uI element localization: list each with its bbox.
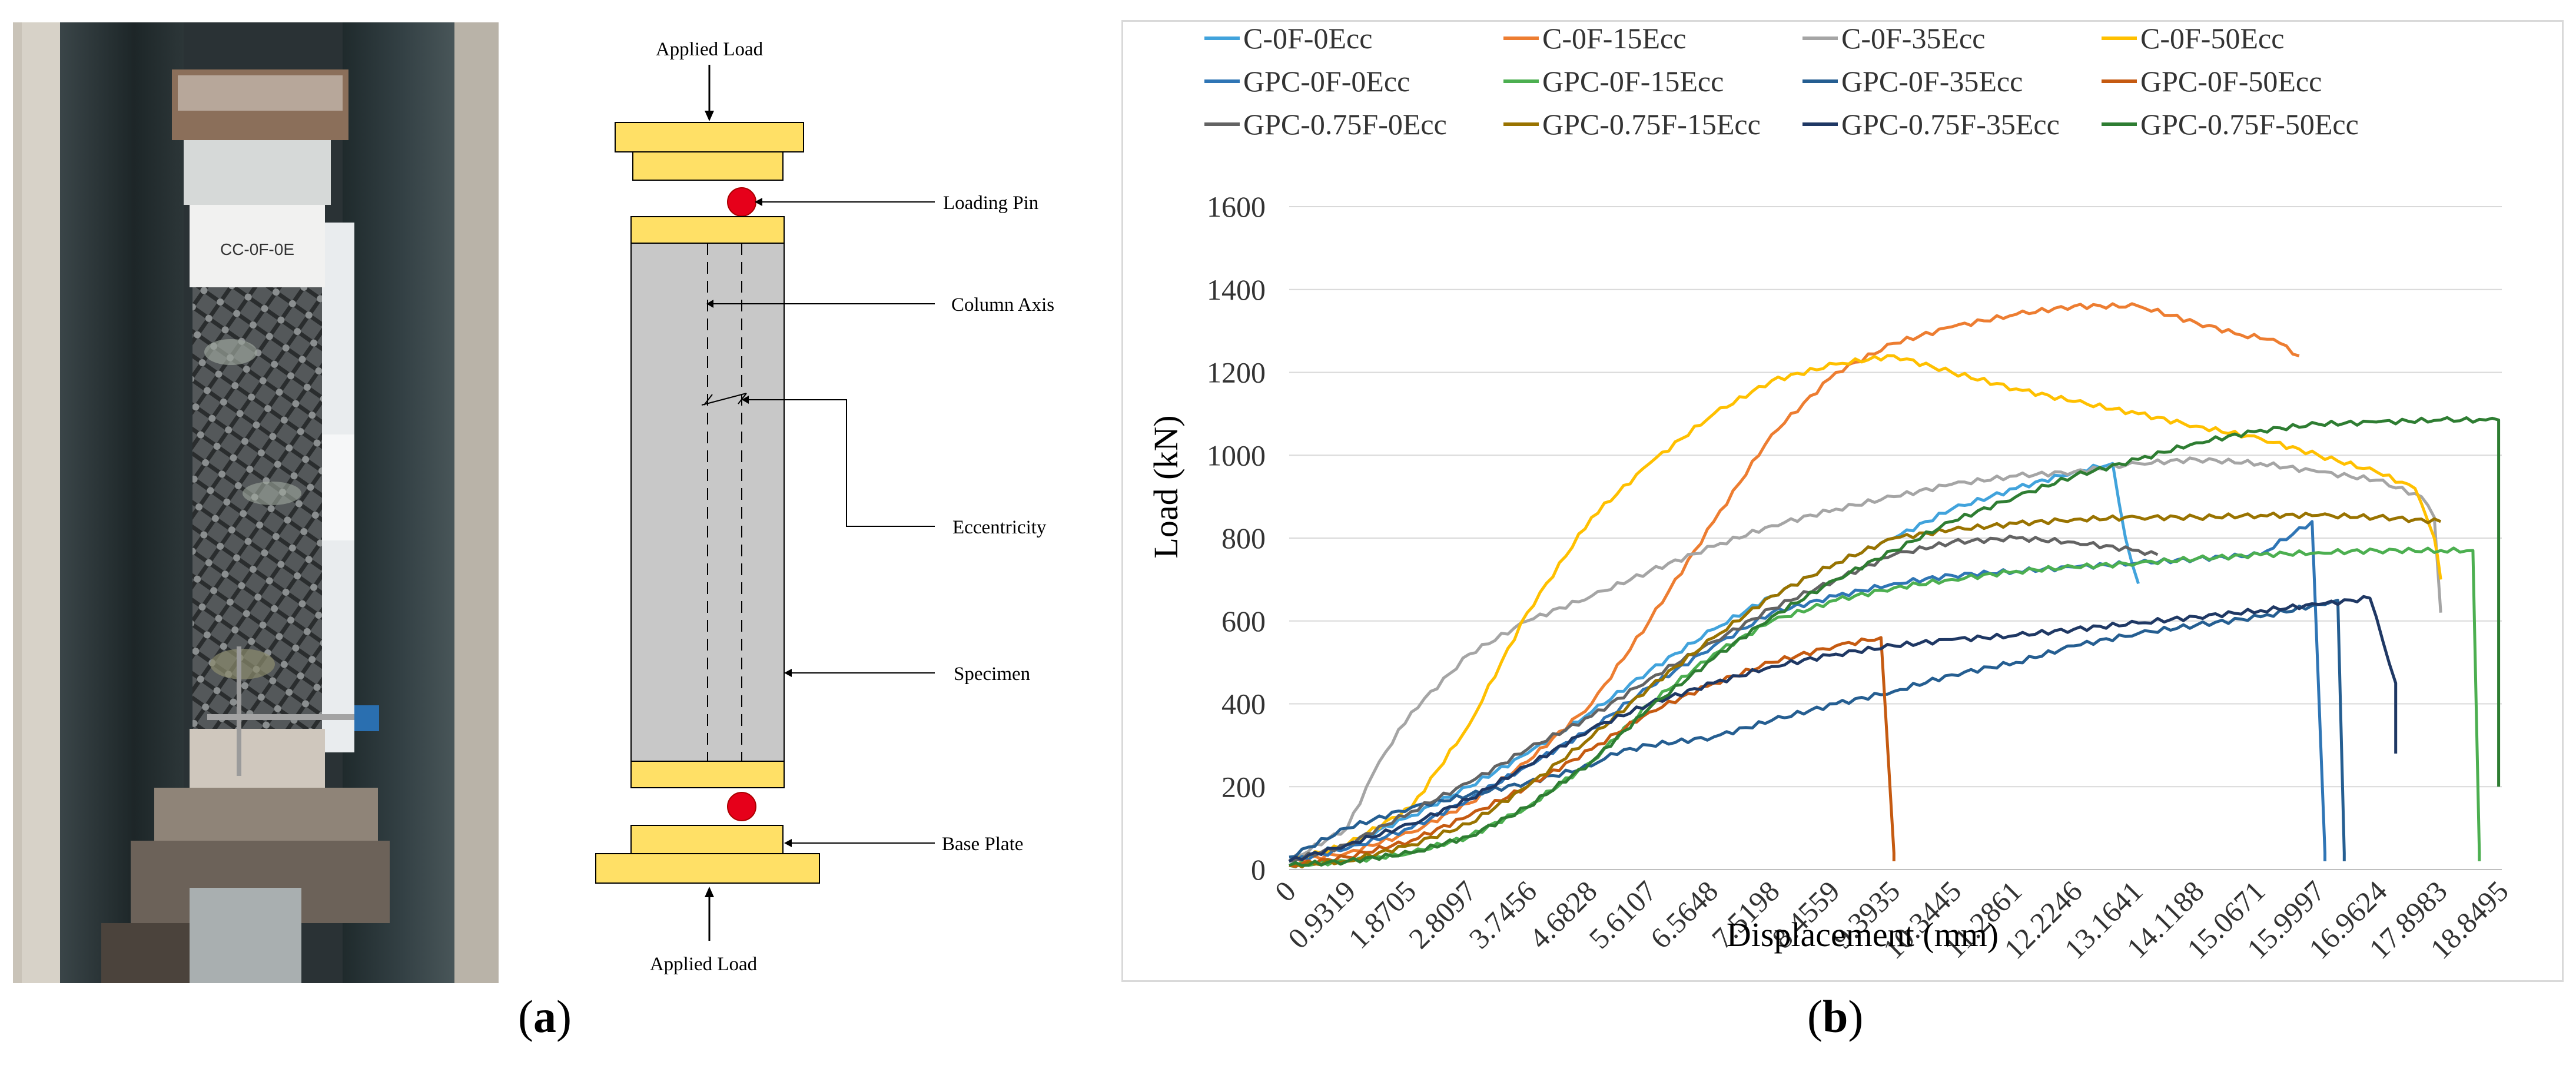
bottom-loading-pin — [727, 792, 756, 821]
caption-a: (a) — [518, 991, 572, 1042]
x-tick-label: 0.9319 — [1282, 874, 1362, 955]
top-base-plate — [632, 151, 784, 181]
x-tick-label: 1.8705 — [1342, 874, 1422, 955]
legend-entry: GPC-0.75F-15Ecc — [1542, 108, 1761, 141]
y-tick-label: 1400 — [1207, 273, 1266, 306]
x-tick-label: 0 — [1269, 874, 1302, 908]
label-base-plate: Base Plate — [942, 834, 1023, 855]
chart-canvas: C-0F-0Ecc C-0F-15Ecc C-0F-35Ecc C-0F-50Ecc G… — [1147, 22, 2515, 966]
load-displacement-chart: C-0F-0Ecc C-0F-15Ecc C-0F-35Ecc C-0F-50Ecc G… — [1121, 20, 2564, 982]
series-line-C-0F-35Ecc — [1288, 456, 2442, 862]
specimen-photo: CC-0F-0E — [13, 22, 499, 983]
series-line-GPC-0F-0Ecc — [1289, 520, 2326, 863]
series-line-C-0F-15Ecc — [1288, 302, 2300, 863]
x-tick-label: 4.6828 — [1523, 874, 1604, 955]
y-axis-ticks: 0 200 400 600 800 1000 1200 1400 1600 — [1207, 190, 1266, 886]
x-axis-title: Displacement (mm) — [1727, 915, 1999, 954]
y-tick-label: 1600 — [1207, 190, 1266, 223]
label-loading-pin: Loading Pin — [943, 193, 1038, 214]
x-tick-label: 3.7456 — [1462, 874, 1543, 955]
series-line-GPC-0.75F-0Ecc — [1289, 535, 2159, 863]
legend-entry: GPC-0F-0Ecc — [1243, 65, 1410, 98]
legend-entry: C-0F-0Ecc — [1243, 22, 1372, 55]
y-tick-label: 400 — [1221, 688, 1266, 721]
legend-entry: GPC-0.75F-35Ecc — [1841, 108, 2060, 141]
legend-entry: C-0F-50Ecc — [2140, 22, 2284, 55]
series-line-GPC-0F-35Ecc — [1289, 599, 2346, 861]
series-line-GPC-0.75F-15Ecc — [1289, 512, 2442, 869]
legend-entry: C-0F-35Ecc — [1841, 22, 1985, 55]
x-tick-label: 5.6107 — [1582, 874, 1663, 955]
caption-a-letter: a — [533, 991, 556, 1042]
plot-area — [1288, 302, 2501, 869]
y-tick-label: 200 — [1221, 770, 1266, 803]
legend: C-0F-0Ecc C-0F-15Ecc C-0F-35Ecc C-0F-50Ecc G… — [1204, 22, 2359, 141]
y-tick-label: 1000 — [1207, 439, 1266, 472]
label-column-axis: Column Axis — [951, 294, 1054, 316]
y-axis-title: Load (kN) — [1147, 415, 1185, 558]
y-tick-label: 600 — [1221, 605, 1266, 638]
legend-entry: GPC-0.75F-50Ecc — [2140, 108, 2359, 141]
bottom-base-plate — [630, 825, 784, 854]
series-line-GPC-0F-50Ecc — [1289, 636, 1896, 868]
label-eccentricity: Eccentricity — [952, 517, 1047, 538]
specimen-photo-art: CC-0F-0E — [13, 22, 499, 983]
legend-entry: GPC-0F-35Ecc — [1841, 65, 2023, 98]
y-tick-label: 0 — [1251, 853, 1266, 886]
series-line-GPC-0.75F-35Ecc — [1288, 595, 2398, 862]
specimen-top-cap — [630, 216, 785, 244]
bottom-loading-plate — [595, 853, 820, 884]
legend-entry: GPC-0.75F-0Ecc — [1243, 108, 1447, 141]
series-line-GPC-0.75F-50Ecc — [1289, 416, 2501, 867]
series-line-C-0F-50Ecc — [1288, 354, 2442, 863]
y-tick-label: 800 — [1221, 522, 1266, 555]
label-specimen: Specimen — [954, 663, 1030, 685]
legend-entry: C-0F-15Ecc — [1542, 22, 1686, 55]
top-loading-pin — [727, 187, 756, 217]
caption-b-letter: b — [1822, 991, 1848, 1042]
caption-b: (b) — [1807, 991, 1864, 1042]
top-loading-plate — [615, 122, 804, 152]
test-setup-diagram-art: Applied Load Loading Pin Column Axis Ecc… — [595, 39, 1054, 975]
legend-entry: GPC-0F-15Ecc — [1542, 65, 1724, 98]
label-applied-load-bottom: Applied Load — [650, 954, 758, 975]
x-tick-label: 6.5648 — [1644, 874, 1724, 955]
x-tick-label: 2.8097 — [1402, 874, 1483, 955]
specimen-bottom-cap — [630, 761, 785, 788]
test-setup-diagram: Applied Load Loading Pin Column Axis Ecc… — [565, 22, 1130, 983]
label-applied-load-top: Applied Load — [656, 39, 763, 60]
y-tick-label: 1200 — [1207, 356, 1266, 389]
specimen-tag: CC-0F-0E — [220, 240, 294, 258]
legend-entry: GPC-0F-50Ecc — [2140, 65, 2322, 98]
